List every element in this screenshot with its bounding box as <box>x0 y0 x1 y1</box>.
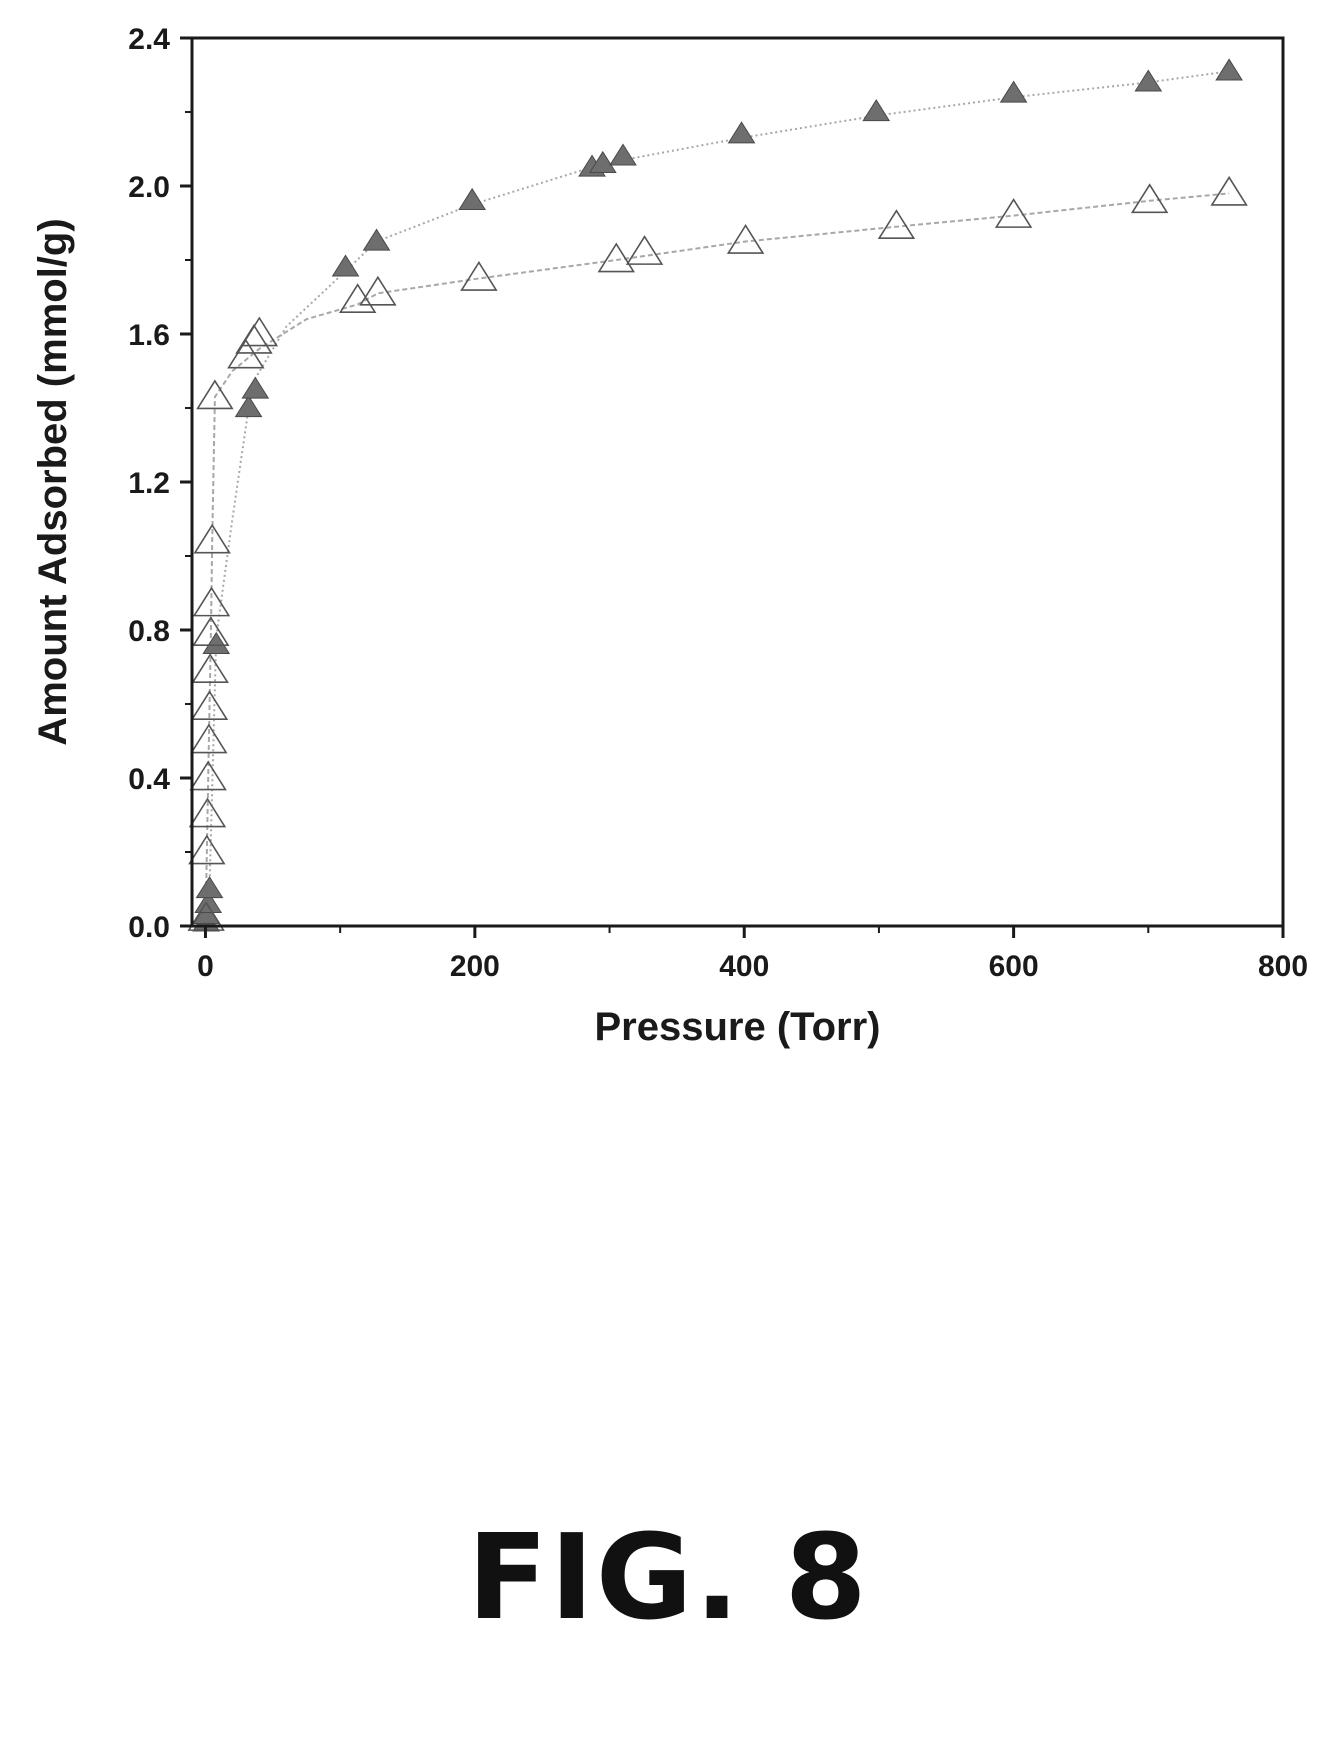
y-tick-label: 0.4 <box>128 763 170 796</box>
y-tick-label: 0.8 <box>128 615 170 648</box>
filled-triangle-point <box>588 150 617 173</box>
data-markers <box>187 58 1248 932</box>
filled-triangle-point <box>234 395 263 418</box>
tick-labels: 0.0 0.4 0.8 1.2 1.6 2.0 2.4 0 200 400 600 800 <box>128 23 1308 983</box>
filled-triangle-point <box>609 143 637 166</box>
open-triangle-point <box>196 379 234 410</box>
filled-triangle-point <box>241 376 270 399</box>
filled-triangle-point <box>331 254 360 277</box>
filled-triangle-point <box>1134 69 1163 92</box>
x-tick-label: 400 <box>719 950 769 983</box>
open-triangle-point <box>726 223 765 254</box>
y-tick-label: 1.2 <box>128 467 170 500</box>
x-tick-label: 200 <box>450 950 500 983</box>
filled-triangle-point <box>727 121 756 144</box>
filled-triangle-point <box>458 187 487 210</box>
x-tick-label: 0 <box>197 950 214 983</box>
filled-triangle-point <box>194 890 223 913</box>
x-tick-label: 600 <box>989 950 1039 983</box>
open-triangle-point <box>359 275 397 306</box>
fit-line <box>204 70 1230 927</box>
open-triangle-point <box>192 616 230 647</box>
x-axis-title: Pressure (Torr) <box>594 1005 880 1049</box>
open-triangle-point <box>193 523 231 554</box>
filled-triangle-point <box>862 99 891 122</box>
y-tick-label: 0.0 <box>128 911 170 944</box>
y-tick-label: 2.0 <box>128 171 170 204</box>
open-triangle-point <box>460 260 498 291</box>
adsorption-isotherm-chart: 0.0 0.4 0.8 1.2 1.6 2.0 2.4 0 200 400 600 800 Press… <box>31 23 1308 1049</box>
open-triangle-point <box>191 653 229 684</box>
filled-triangle-point <box>362 228 391 251</box>
filled-triangle-point <box>1215 58 1243 81</box>
x-tick-label: 800 <box>1258 950 1308 983</box>
figure-caption: FIG. 8 <box>467 1508 869 1646</box>
open-triangle-point <box>190 690 229 721</box>
plot-frame <box>190 36 1285 928</box>
open-triangle-point <box>338 283 377 314</box>
fit-lines <box>204 70 1230 927</box>
filled-triangle-point <box>999 80 1028 103</box>
y-tick-label: 2.4 <box>128 23 170 56</box>
open-triangle-point <box>227 338 265 369</box>
fit-line <box>204 192 1230 927</box>
open-triangle-point <box>625 235 664 265</box>
open-triangle-point <box>1210 175 1248 206</box>
open-triangle-point <box>994 198 1033 228</box>
open-triangle-point <box>240 316 279 347</box>
y-axis-title: Amount Adsorbed (mmol/g) <box>31 218 75 745</box>
filled-triangle-point <box>202 631 231 654</box>
open-triangle-point <box>190 723 228 754</box>
open-triangle-point <box>192 586 231 617</box>
open-triangle-point <box>188 797 227 828</box>
open-triangle-point <box>597 242 636 273</box>
axes <box>180 36 1285 938</box>
y-tick-label: 1.6 <box>128 319 170 352</box>
open-triangle-point <box>877 209 916 240</box>
open-triangle-point <box>1130 183 1169 214</box>
open-triangle-point <box>188 834 226 865</box>
open-triangle-point <box>189 760 227 791</box>
filled-triangle-point <box>195 876 224 899</box>
